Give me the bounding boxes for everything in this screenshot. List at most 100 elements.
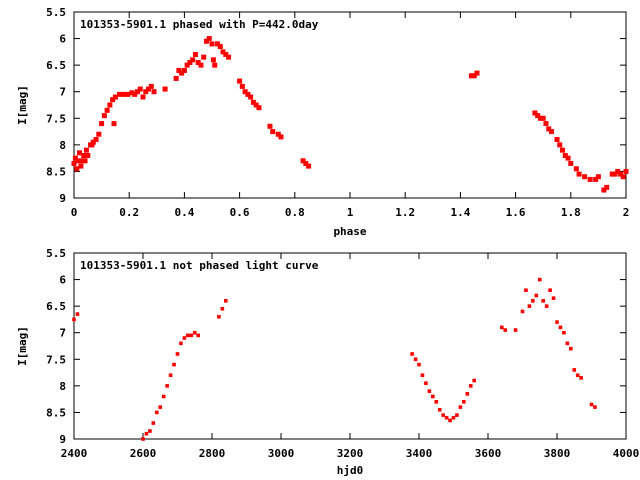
data-point [93, 137, 99, 143]
data-point [111, 121, 117, 127]
data-point [500, 325, 504, 330]
data-point [90, 139, 96, 145]
data-point [203, 38, 209, 44]
data-point [184, 62, 190, 68]
data-point [551, 296, 556, 300]
data-point [278, 134, 284, 140]
data-point [615, 168, 621, 174]
data-point [176, 67, 182, 73]
data-points [72, 277, 597, 441]
data-point [198, 62, 204, 68]
data-point [186, 333, 190, 338]
data-point [569, 346, 573, 351]
y-tick-label: 8 [59, 380, 66, 393]
data-point [462, 400, 466, 404]
data-point [148, 429, 152, 433]
data-point [256, 105, 262, 111]
data-point [162, 86, 168, 92]
data-point [562, 152, 568, 158]
data-point [224, 299, 228, 303]
x-tick-label: 0.8 [285, 206, 305, 219]
data-point [129, 90, 135, 96]
data-point [209, 41, 215, 47]
data-point [220, 307, 225, 311]
data-point [196, 333, 200, 338]
data-point [623, 168, 629, 174]
data-point [77, 150, 83, 156]
y-tick-label: 7.5 [46, 353, 66, 366]
data-point [565, 341, 570, 346]
y-tick-label: 7.5 [46, 112, 66, 125]
data-point [210, 57, 216, 63]
data-point [81, 152, 87, 158]
data-point [175, 352, 180, 356]
data-point [587, 176, 593, 182]
x-tick-label: 3400 [406, 447, 433, 460]
data-point [141, 437, 145, 441]
x-tick-label: 0.2 [119, 206, 139, 219]
x-tick-labels: 0 0.2 0.4 0.6 0.8 1 1.2 1.4 1.6 1.8 2 [71, 206, 630, 219]
data-point [417, 362, 421, 367]
x-tick-label: 3600 [475, 447, 502, 460]
data-point [125, 91, 131, 97]
data-point [524, 288, 528, 292]
y-tick-labels: 5.5 6 6.5 7 7.5 8 8.5 9 [46, 247, 66, 446]
x-tick-label: 1.6 [506, 206, 526, 219]
data-point [74, 166, 80, 172]
data-point [275, 131, 281, 137]
x-tick-label: 2800 [199, 447, 226, 460]
data-point [413, 357, 418, 362]
data-point [89, 142, 95, 148]
data-point [72, 155, 78, 161]
data-point [134, 89, 140, 95]
data-point [582, 174, 588, 180]
data-point [520, 309, 525, 314]
data-point [245, 91, 251, 97]
data-point [471, 73, 477, 79]
data-point [165, 384, 169, 388]
data-point [532, 110, 538, 116]
x-tick-label: 2400 [61, 447, 88, 460]
data-point [568, 160, 574, 166]
data-point [75, 312, 80, 316]
x-tick-label: 1.2 [395, 206, 415, 219]
data-point [410, 352, 414, 356]
data-point [99, 121, 105, 127]
data-point [306, 163, 312, 169]
data-point [101, 113, 107, 119]
y-tick-label: 6.5 [46, 59, 66, 72]
data-point [300, 158, 306, 164]
data-point [161, 394, 166, 399]
chart-title: 101353-5901.1 not phased light curve [80, 259, 319, 272]
data-point [593, 405, 597, 409]
data-points [71, 36, 629, 193]
tick-marks [73, 252, 627, 440]
x-tick-label: 1.4 [450, 206, 470, 219]
y-tick-label: 8.5 [46, 165, 66, 178]
y-tick-label: 8.5 [46, 406, 66, 419]
data-point [151, 421, 156, 425]
data-point [137, 86, 143, 92]
x-tick-label: 4000 [613, 447, 640, 460]
data-point [201, 54, 207, 60]
data-point [112, 94, 118, 100]
data-point [474, 70, 480, 76]
data-point [267, 123, 273, 129]
data-point [444, 415, 449, 420]
data-point [190, 57, 196, 63]
x-tick-label: 3200 [337, 447, 364, 460]
data-point [424, 381, 428, 385]
data-point [540, 115, 546, 121]
data-point [237, 78, 243, 84]
y-tick-label: 6 [59, 33, 66, 46]
data-point [455, 413, 459, 417]
data-point [527, 304, 532, 308]
y-tick-label: 6.5 [46, 300, 66, 313]
data-point [537, 277, 542, 282]
data-point [179, 70, 185, 76]
x-tick-label: 2 [623, 206, 630, 219]
data-point [146, 86, 152, 92]
data-point [562, 330, 566, 335]
data-point [468, 384, 473, 388]
data-point [576, 171, 582, 177]
